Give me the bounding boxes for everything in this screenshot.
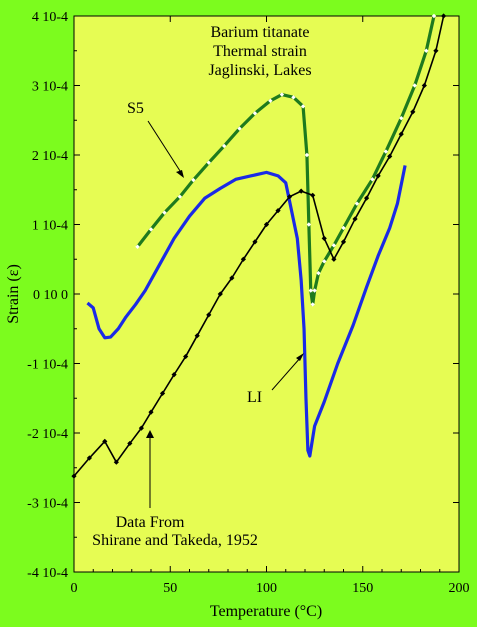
point-s5	[322, 259, 327, 264]
point-shirane	[183, 353, 189, 360]
source-line-1: Data From	[116, 514, 185, 531]
point-shirane	[240, 256, 246, 262]
point-shirane	[194, 333, 200, 339]
point-s5	[221, 143, 227, 149]
point-shirane	[171, 372, 177, 378]
point-s5	[291, 95, 296, 100]
x-tick-label: 200	[449, 581, 470, 596]
point-shirane	[86, 455, 92, 461]
point-s5	[206, 160, 211, 165]
point-shirane	[127, 440, 133, 447]
x-tick-label: 150	[352, 581, 373, 596]
point-s5	[300, 104, 306, 109]
point-shirane	[102, 438, 108, 444]
point-shirane	[375, 173, 381, 179]
li-arrow	[271, 353, 304, 391]
point-s5	[191, 177, 196, 183]
s5-arrow	[147, 120, 184, 178]
series-s5	[135, 13, 437, 307]
point-s5	[310, 302, 315, 307]
point-shirane	[398, 131, 404, 137]
x-tick-label: 0	[71, 581, 78, 596]
point-shirane	[148, 409, 154, 415]
point-shirane	[159, 390, 166, 396]
point-s5	[308, 288, 313, 293]
point-shirane	[298, 188, 304, 194]
point-shirane	[275, 208, 281, 214]
point-shirane	[331, 256, 337, 262]
point-s5	[354, 201, 360, 206]
point-shirane	[364, 195, 370, 201]
point-s5	[162, 210, 167, 215]
point-s5	[331, 243, 337, 248]
point-s5	[312, 288, 317, 293]
point-shirane	[71, 473, 77, 479]
y-tick-label: 1 10-4	[32, 219, 68, 234]
point-shirane	[421, 82, 427, 89]
axis-ticks	[73, 15, 460, 573]
point-s5	[237, 126, 242, 131]
series-layer	[71, 13, 447, 479]
point-shirane	[138, 425, 144, 431]
point-s5	[268, 98, 273, 103]
point-s5	[148, 227, 154, 232]
point-s5	[370, 177, 375, 182]
point-shirane	[310, 192, 316, 198]
title-line-1: Barium titanate	[210, 24, 309, 41]
point-shirane	[340, 239, 347, 245]
point-shirane	[252, 239, 258, 245]
point-s5	[412, 83, 417, 88]
point-s5	[279, 92, 285, 97]
y-tick-label: -2 10-4	[27, 427, 68, 442]
series-line-li	[86, 165, 407, 458]
source-arrow	[146, 430, 154, 508]
y-tick-label: 2 10-4	[32, 149, 68, 164]
point-shirane	[352, 216, 358, 222]
point-shirane	[263, 221, 270, 228]
li-label: LI	[247, 389, 262, 406]
point-s5	[424, 48, 429, 53]
point-shirane	[206, 312, 212, 318]
x-tick-labels: 0 50 100 150 200	[71, 581, 470, 596]
point-shirane	[113, 459, 119, 465]
point-s5	[383, 149, 389, 154]
point-shirane	[441, 13, 447, 19]
x-axis-title: Temperature (°C)	[210, 603, 322, 620]
plot-area	[73, 15, 460, 573]
point-s5	[304, 152, 310, 158]
point-s5	[306, 222, 312, 227]
point-shirane	[433, 48, 439, 54]
y-tick-label: 4 10-4	[32, 10, 68, 25]
point-s5	[177, 194, 183, 199]
point-shirane	[229, 275, 235, 281]
series-shirane	[71, 13, 447, 479]
x-tick-label: 100	[256, 581, 277, 596]
point-s5	[431, 13, 437, 19]
y-tick-label: -1 10-4	[27, 358, 68, 373]
point-s5	[135, 244, 140, 249]
series-li	[86, 165, 407, 458]
title-line-2: Thermal strain	[213, 43, 307, 60]
point-shirane	[321, 235, 327, 241]
y-tick-label: -3 10-4	[27, 497, 68, 512]
point-shirane	[217, 291, 223, 297]
point-shirane	[287, 194, 293, 200]
point-shirane	[387, 153, 393, 159]
title-line-3: Jaglinski, Lakes	[208, 62, 311, 79]
y-tick-label: 0 10 0	[33, 288, 68, 303]
y-tick-label: -4 10-4	[27, 566, 68, 581]
s5-label: S5	[127, 100, 144, 117]
y-axis-title: Strain (ε)	[5, 264, 22, 324]
y-tick-labels: 4 10-4 3 10-4 2 10-4 1 10-4 0 10 0 -1 10-4 -2 …	[27, 10, 68, 581]
point-s5	[399, 115, 404, 121]
point-s5	[252, 111, 258, 116]
y-tick-label: 3 10-4	[32, 80, 68, 95]
point-s5	[316, 270, 321, 276]
point-shirane	[410, 109, 416, 115]
x-tick-label: 50	[163, 581, 177, 596]
source-line-2: Shirane and Takeda, 1952	[92, 532, 258, 549]
point-s5	[341, 225, 346, 231]
